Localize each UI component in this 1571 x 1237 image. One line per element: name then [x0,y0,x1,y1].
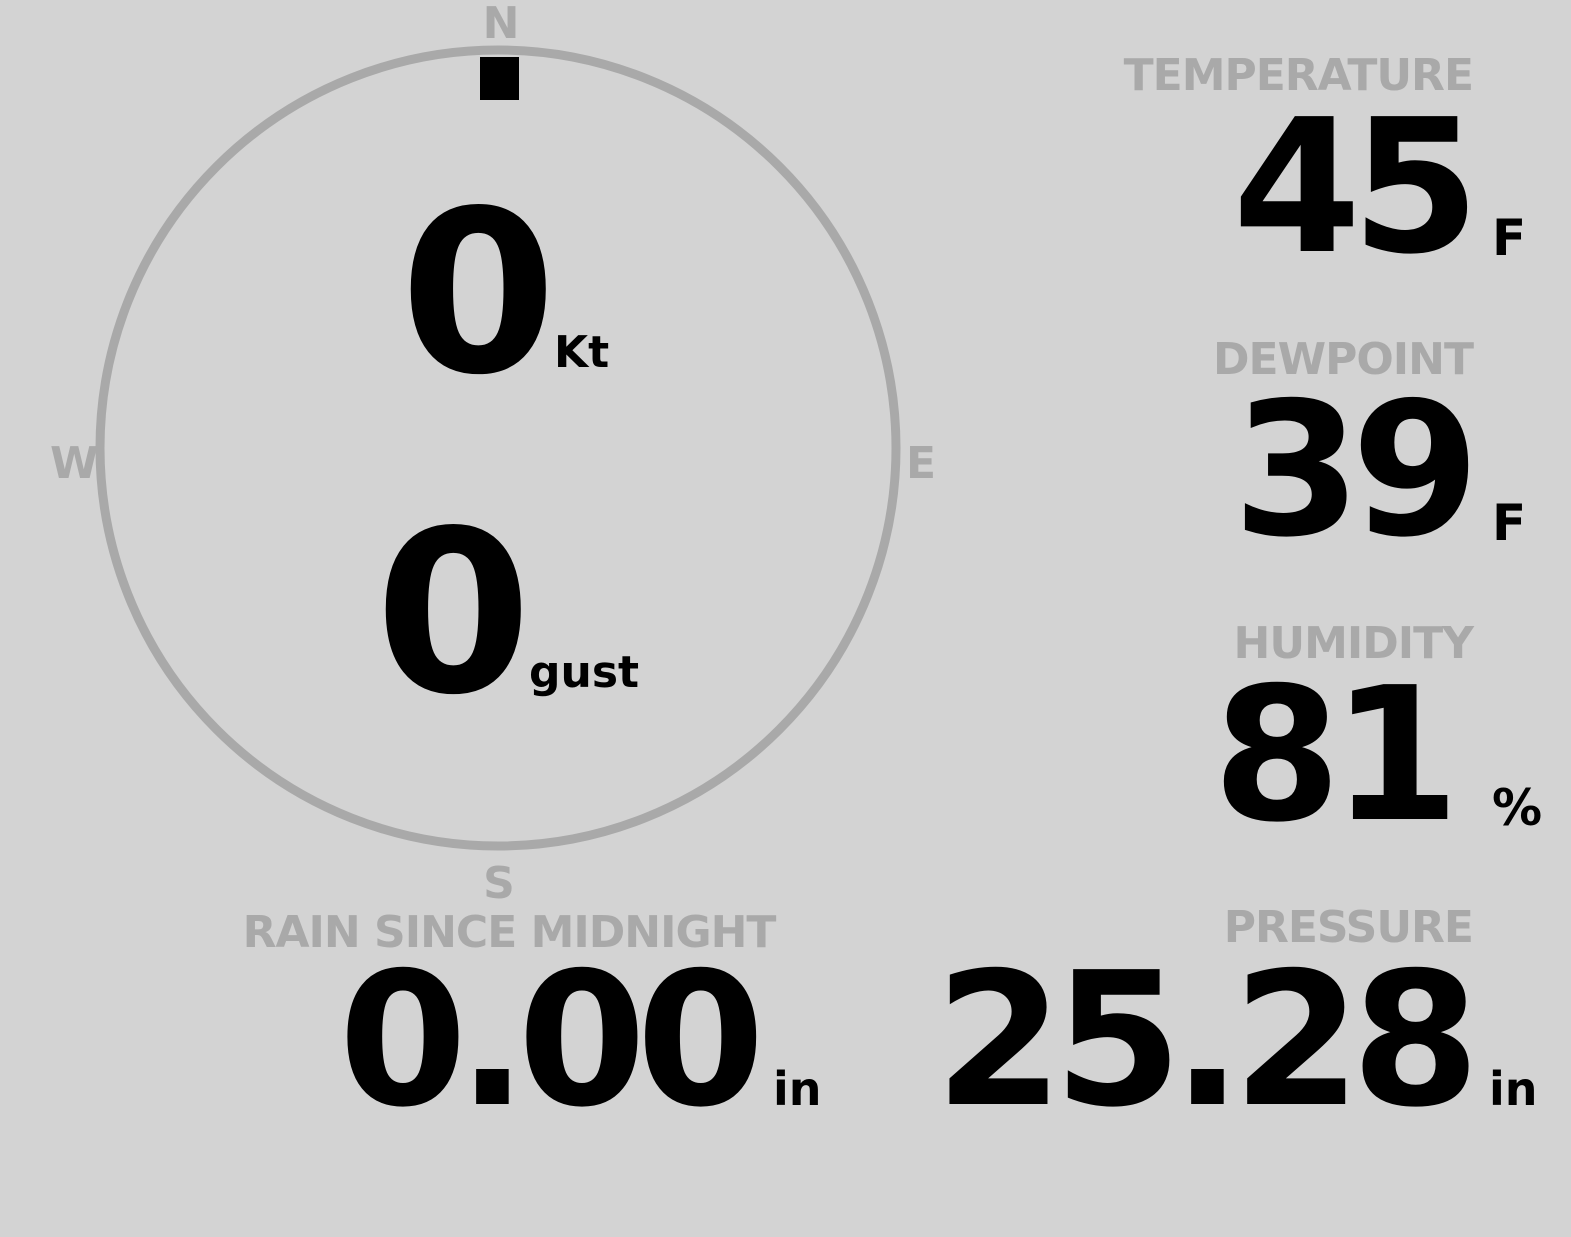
wind-gust-value: 0 [375,483,532,745]
compass-ring [95,45,901,851]
humidity-value: 81 [1212,647,1460,863]
rain-label: RAIN SINCE MIDNIGHT [242,907,777,958]
dewpoint-label: DEWPOINT [1213,334,1474,385]
dewpoint-value: 39 [1232,362,1480,578]
temperature-label: TEMPERATURE [1123,50,1474,101]
temperature-value: 45 [1232,79,1480,295]
compass-east-label: E [906,438,937,489]
wind-direction-marker [480,57,519,100]
rain-value: 0.00 [338,932,765,1148]
wind-gust-unit: gust [529,647,640,698]
wind-speed-value: 0 [400,163,557,425]
rain-unit: in [773,1062,822,1116]
dewpoint-unit: F [1492,494,1527,552]
wind-compass [95,45,901,851]
humidity-label: HUMIDITY [1233,618,1474,669]
pressure-value: 25.28 [934,932,1480,1148]
wind-speed-unit: Kt [554,327,610,378]
temperature-unit: F [1492,209,1527,267]
compass-west-label: W [50,438,99,489]
humidity-unit: % [1492,779,1543,837]
compass-south-label: S [483,858,515,909]
pressure-label: PRESSURE [1223,902,1474,953]
compass-north-label: N [482,0,520,49]
pressure-unit: in [1489,1062,1538,1116]
